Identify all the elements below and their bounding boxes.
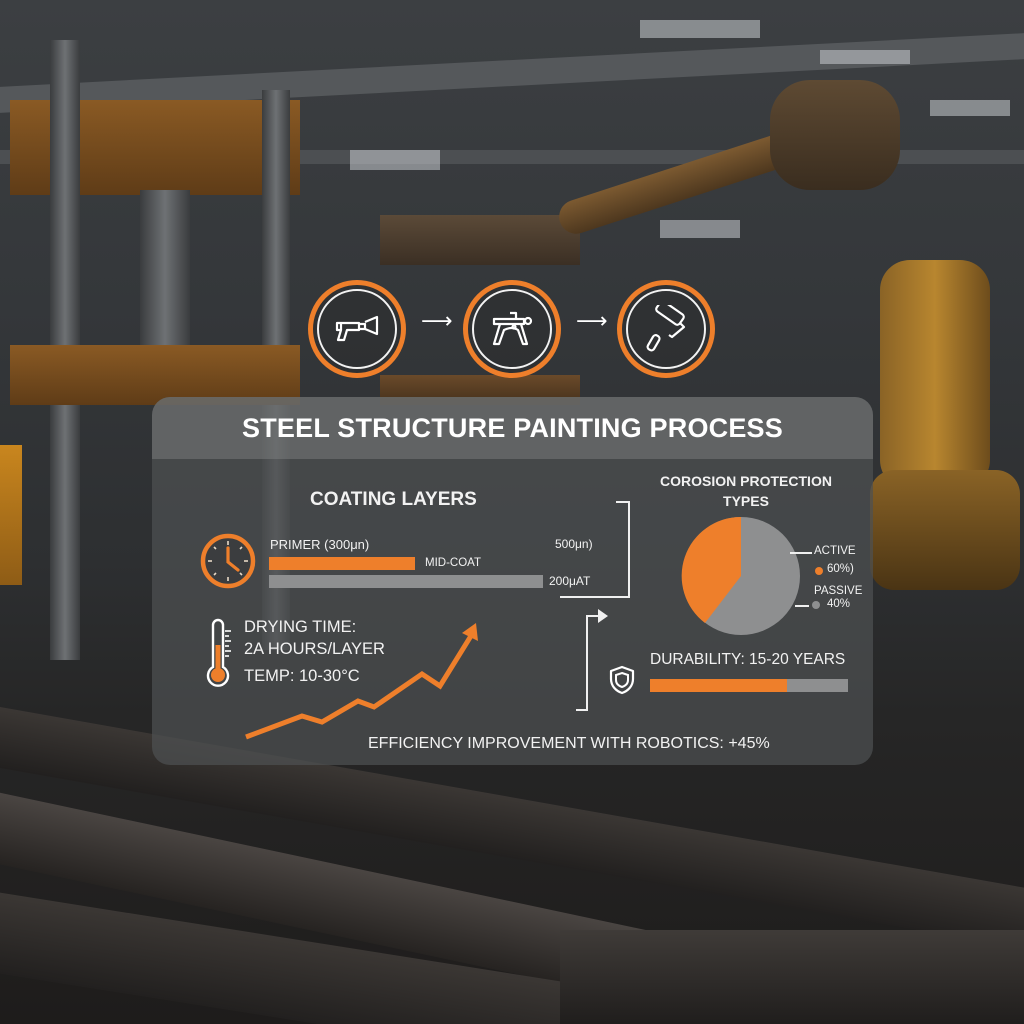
bracket-line	[628, 501, 630, 598]
arrow-right-icon	[598, 609, 608, 623]
paint-roller-icon	[646, 305, 686, 352]
primer-bar	[269, 557, 415, 570]
passive-value: 40%	[827, 598, 851, 610]
durability-bar-track	[650, 679, 848, 692]
primer-label: PRIMER (300μn)	[270, 537, 370, 552]
arrow-right-icon: ⟶	[421, 308, 453, 333]
drying-time-label: DRYING TIME:	[244, 618, 357, 636]
corrosion-pie-chart	[681, 516, 800, 635]
passive-legend-dot	[812, 601, 820, 609]
step-sandblast	[308, 280, 406, 378]
title-band	[152, 397, 873, 459]
connector-line	[586, 615, 588, 711]
active-value: 60%)	[827, 563, 854, 575]
panel-title: STEEL STRUCTURE PAINTING PROCESS	[242, 413, 783, 443]
leader-line	[790, 552, 812, 554]
bottom-thickness-value: 200μAT	[549, 574, 591, 588]
connector-line	[586, 615, 598, 617]
durability-bar-fill	[650, 679, 787, 692]
thermometer-icon	[206, 618, 231, 687]
leader-line	[795, 605, 809, 607]
efficiency-trend-chart	[245, 623, 478, 740]
trend-arrowhead-icon	[462, 623, 478, 641]
efficiency-label: EFFICIENCY IMPROVEMENT WITH ROBOTICS: +4…	[368, 735, 770, 752]
durability-label: DURABILITY: 15-20 YEARS	[650, 651, 846, 668]
corrosion-heading-line2: TYPES	[723, 493, 769, 509]
active-legend-dot	[815, 567, 823, 575]
connector-line	[576, 709, 588, 711]
bracket-line	[616, 501, 630, 503]
active-label: ACTIVE	[814, 545, 856, 557]
passive-label: PASSIVE	[814, 585, 863, 597]
midcoat-label: MID-COAT	[425, 557, 482, 569]
arrow-right-icon: ⟶	[576, 308, 608, 333]
corrosion-heading-line1: COROSION PROTECTION	[660, 473, 832, 489]
step-roller	[617, 280, 715, 378]
info-panel: STEEL STRUCTURE PAINTING PROCESS COATING…	[152, 397, 873, 765]
sandblast-gun-icon	[335, 315, 379, 342]
step-spray-gun	[463, 280, 561, 378]
spray-gun-icon	[492, 311, 533, 346]
bracket-line	[560, 596, 630, 598]
drying-time-value: 2A HOURS/LAYER	[244, 640, 385, 658]
shield-icon	[609, 665, 635, 695]
midcoat-bar	[269, 575, 543, 588]
temperature-range: TEMP: 10-30°C	[244, 667, 360, 685]
process-steps: ⟶ ⟶	[0, 0, 1024, 400]
top-thickness-value: 500μn)	[555, 537, 593, 551]
clock-icon	[200, 533, 256, 589]
coating-layers-heading: COATING LAYERS	[310, 489, 477, 510]
